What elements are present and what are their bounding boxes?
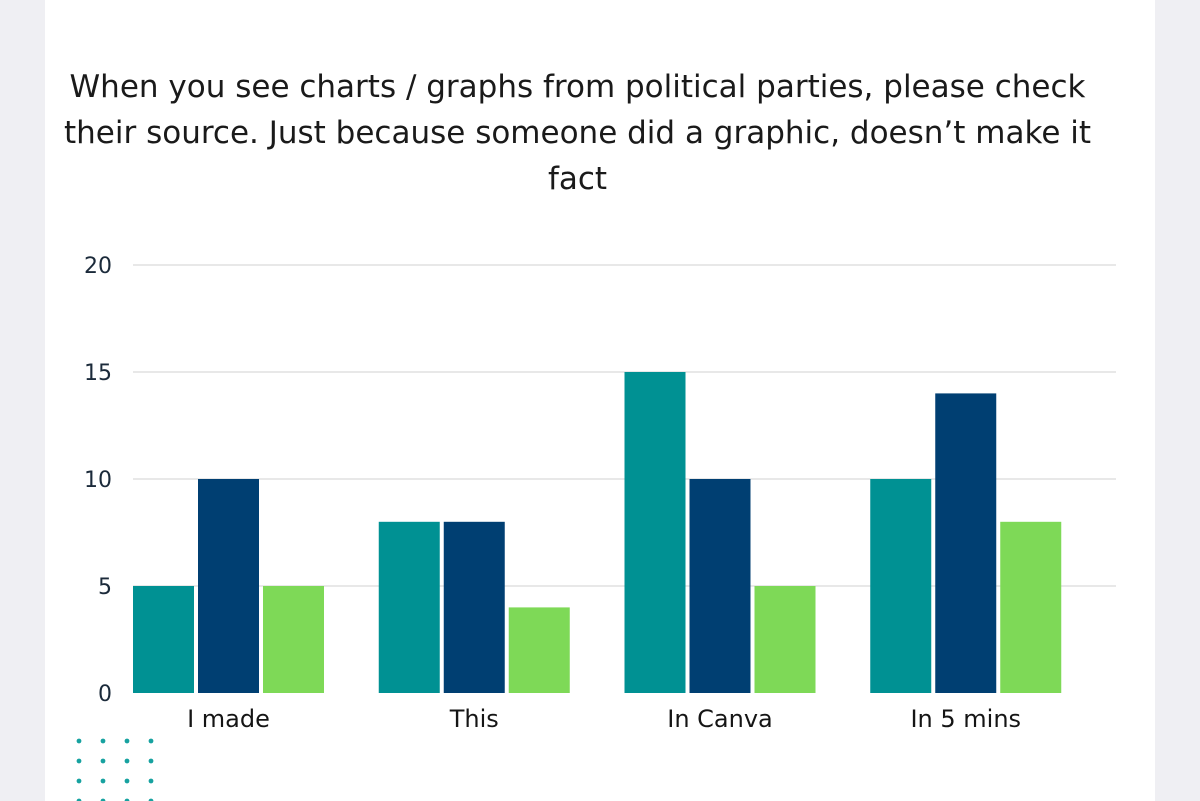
decor-dot [76, 778, 82, 784]
x-axis: I made This In Canva In 5 mins [187, 705, 1021, 733]
x-tick-label: In Canva [667, 705, 773, 733]
decor-dot [124, 738, 130, 744]
x-tick-label: In 5 mins [910, 705, 1021, 733]
decor-dot [100, 778, 106, 784]
decor-dot [148, 758, 154, 764]
decor-dot [76, 738, 82, 744]
bars [133, 372, 1062, 693]
y-tick-label: 5 [98, 575, 112, 600]
decor-dot [76, 758, 82, 764]
bar-2 [935, 393, 997, 693]
bar-1 [133, 586, 194, 693]
bar-3 [263, 586, 324, 693]
bar-1 [378, 521, 440, 693]
bar-2 [689, 479, 751, 693]
bar-3 [508, 607, 570, 693]
chart-title-line-1: When you see charts / graphs from politi… [69, 69, 1086, 105]
decor-dot [124, 778, 130, 784]
decor-dot [148, 738, 154, 744]
decor-dot [100, 738, 106, 744]
x-tick-label: This [449, 705, 499, 733]
y-tick-label: 10 [84, 468, 112, 493]
chart-title-line-3: fact [547, 161, 608, 197]
bar-3 [1000, 521, 1062, 693]
bar-1 [870, 479, 932, 693]
bar-2 [198, 479, 259, 693]
bar-2 [443, 521, 505, 693]
decor-dot [124, 758, 130, 764]
decor-dot [148, 798, 154, 801]
chart-title: When you see charts / graphs from politi… [45, 64, 1110, 202]
decor-dot [100, 758, 106, 764]
decor-dot [76, 798, 82, 801]
bar-1 [624, 372, 686, 693]
bar-3 [754, 586, 816, 693]
decorative-dots [76, 738, 154, 801]
y-tick-label: 15 [84, 361, 112, 386]
decor-dot [100, 798, 106, 801]
decor-dot [148, 778, 154, 784]
chart-title-line-2: their source. Just because someone did a… [63, 115, 1092, 151]
decor-dot [124, 798, 130, 801]
x-tick-label: I made [187, 705, 270, 733]
y-tick-label: 0 [98, 682, 112, 707]
y-tick-label: 20 [84, 254, 112, 279]
y-axis: 0 5 10 15 20 [84, 254, 112, 707]
